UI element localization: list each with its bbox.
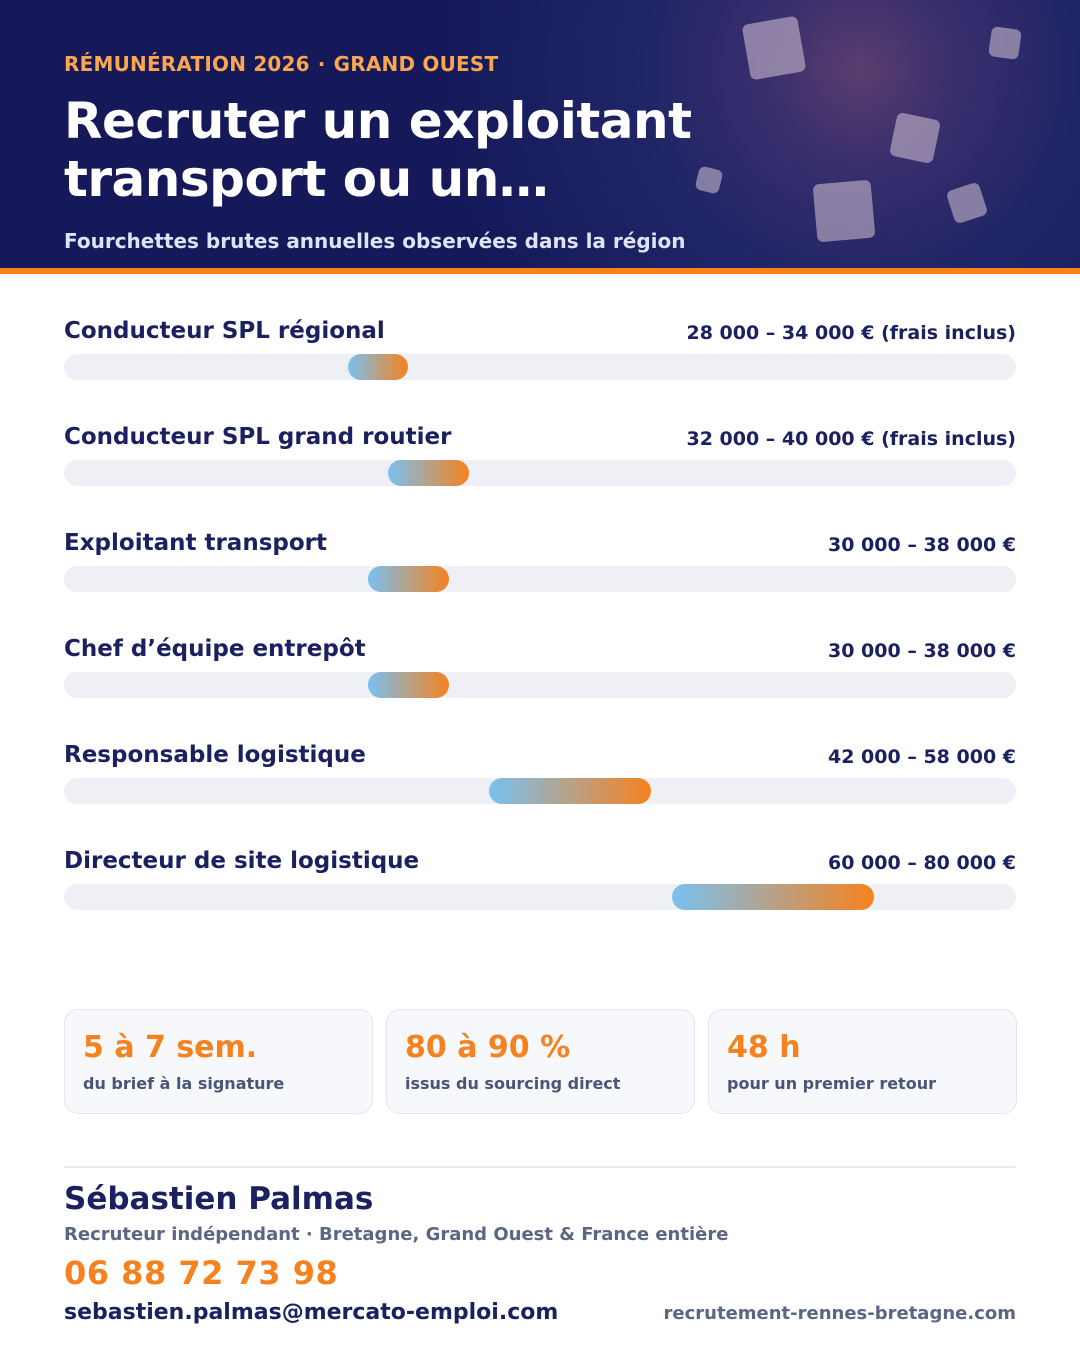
job-title: Conducteur SPL grand routier — [64, 424, 452, 450]
stat-card: 48 h pour un premier retour — [708, 1009, 1017, 1114]
salary-range-value: 30 000 – 38 000 € — [828, 640, 1016, 662]
range-track — [64, 460, 1016, 486]
range-bar — [367, 672, 449, 698]
contact-email-link[interactable]: sebastien.palmas@mercato-emploi.com — [64, 1300, 559, 1325]
salary-range-value: 32 000 – 40 000 € (frais inclus) — [686, 428, 1016, 450]
salary-range-value: 42 000 – 58 000 € — [828, 746, 1016, 768]
job-title: Conducteur SPL régional — [64, 318, 385, 344]
footer-divider — [64, 1166, 1016, 1168]
decorative-square — [812, 179, 876, 243]
kicker-region: GRAND OUEST — [333, 52, 499, 76]
salary-row: Chef d’équipe entrepôt 30 000 – 38 000 € — [64, 634, 1016, 740]
contact-name: Sébastien Palmas — [64, 1181, 374, 1217]
range-bar — [671, 884, 875, 910]
range-track — [64, 672, 1016, 698]
range-track — [64, 354, 1016, 380]
contact-website-link[interactable]: recrutement-rennes-bretagne.com — [663, 1303, 1016, 1324]
range-bar — [347, 354, 409, 380]
kicker-separator: · — [317, 52, 326, 76]
job-title: Exploitant transport — [64, 530, 327, 556]
salary-range-value: 28 000 – 34 000 € (frais inclus) — [686, 322, 1016, 344]
decorative-square — [888, 111, 942, 165]
salary-row: Responsable logistique 42 000 – 58 000 € — [64, 740, 1016, 846]
stat-label: issus du sourcing direct — [405, 1074, 621, 1093]
header-accent-bar — [0, 268, 1080, 274]
range-bar — [388, 460, 470, 486]
job-title: Chef d’équipe entrepôt — [64, 636, 366, 662]
contact-role: Recruteur indépendant · Bretagne, Grand … — [64, 1224, 729, 1245]
decorative-square — [741, 15, 807, 81]
header-banner: RÉMUNÉRATION 2026 · GRAND OUEST Recruter u… — [0, 0, 1080, 268]
stat-value: 5 à 7 sem. — [83, 1030, 258, 1065]
decorative-square — [945, 181, 989, 225]
range-track — [64, 884, 1016, 910]
salary-range-value: 30 000 – 38 000 € — [828, 534, 1016, 556]
page-subtitle: Fourchettes brutes annuelles observées d… — [64, 229, 686, 253]
stat-label: pour un premier retour — [727, 1074, 936, 1093]
contact-phone-link[interactable]: 06 88 72 73 98 — [64, 1254, 339, 1292]
salary-row: Conducteur SPL grand routier 32 000 – 40 … — [64, 422, 1016, 528]
range-track — [64, 778, 1016, 804]
stat-value: 80 à 90 % — [405, 1030, 571, 1065]
job-title: Directeur de site logistique — [64, 848, 420, 874]
stat-card: 80 à 90 % issus du sourcing direct — [386, 1009, 695, 1114]
kicker: RÉMUNÉRATION 2026 · GRAND OUEST — [64, 52, 498, 76]
range-track — [64, 566, 1016, 592]
salary-range-value: 60 000 – 80 000 € — [828, 852, 1016, 874]
stat-card: 5 à 7 sem. du brief à la signature — [64, 1009, 373, 1114]
salary-row: Directeur de site logistique 60 000 – 80 … — [64, 846, 1016, 952]
stat-value: 48 h — [727, 1030, 801, 1065]
stat-label: du brief à la signature — [83, 1074, 285, 1093]
job-title: Responsable logistique — [64, 742, 366, 768]
page-title: Recruter un exploitant transport ou un… — [64, 92, 692, 208]
salary-range-chart: Conducteur SPL régional 28 000 – 34 000 €… — [64, 316, 1016, 952]
decorative-square — [988, 26, 1022, 60]
range-bar — [489, 778, 652, 804]
kicker-year: RÉMUNÉRATION 2026 — [64, 52, 310, 76]
salary-row: Exploitant transport 30 000 – 38 000 € — [64, 528, 1016, 634]
salary-row: Conducteur SPL régional 28 000 – 34 000 €… — [64, 316, 1016, 422]
range-bar — [367, 566, 449, 592]
stats-row: 5 à 7 sem. du brief à la signature 80 à … — [64, 1009, 1017, 1115]
